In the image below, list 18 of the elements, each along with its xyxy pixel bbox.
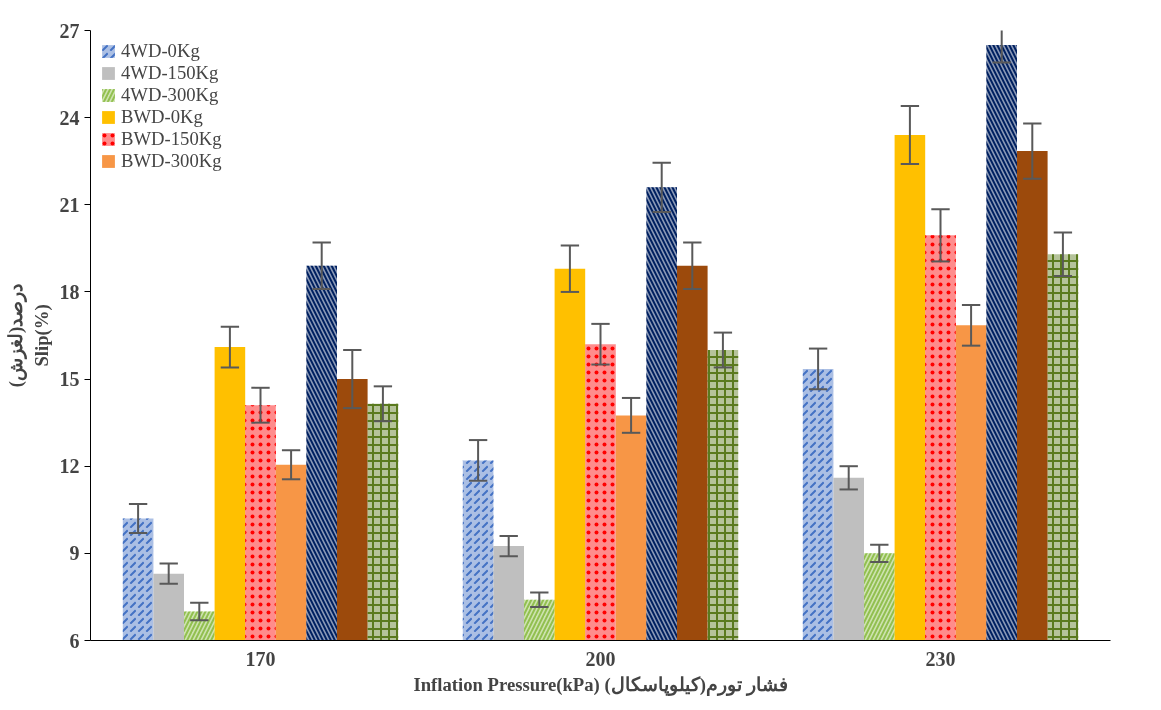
legend-label: 4WD-150Kg bbox=[121, 62, 219, 84]
legend-label: 4WD-0Kg bbox=[121, 40, 200, 62]
y-tick-label: 18 bbox=[59, 280, 80, 303]
y-tick-label: 6 bbox=[69, 629, 80, 652]
legend-label: 4WD-300Kg bbox=[121, 84, 219, 106]
x-tick-label: 170 bbox=[245, 647, 276, 670]
y-tick-label: 12 bbox=[59, 455, 80, 478]
x-tick-label: 200 bbox=[585, 647, 616, 670]
x-axis-title: Inflation Pressure(kPa) فشار تورم(کیلوپاسکال) bbox=[413, 673, 788, 696]
legend-label: BWD-0Kg bbox=[121, 106, 203, 128]
y-tick-label: 24 bbox=[59, 106, 80, 129]
y-tick-label: 15 bbox=[59, 368, 80, 391]
y-tick-label: 9 bbox=[69, 542, 80, 565]
legend-label: BWD-150Kg bbox=[121, 128, 222, 150]
y-tick-label: 27 bbox=[59, 19, 80, 42]
x-tick-label: 230 bbox=[925, 647, 956, 670]
y-tick-label: 21 bbox=[59, 193, 80, 216]
legend-label: BWD-300Kg bbox=[121, 150, 222, 172]
